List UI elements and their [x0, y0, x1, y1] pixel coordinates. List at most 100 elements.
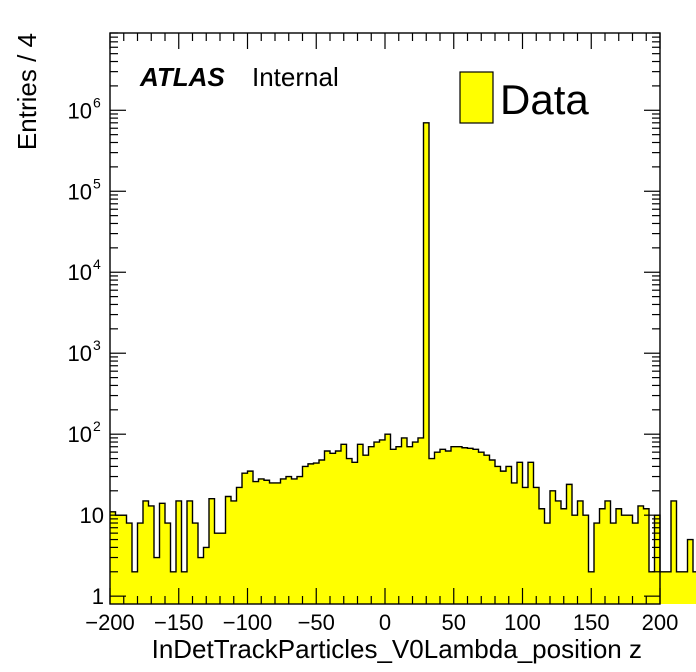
- legend-swatch-data: [459, 71, 494, 124]
- histogram-bar: [308, 463, 314, 604]
- histogram-bar: [583, 515, 589, 604]
- y-tick-label: 10: [68, 179, 92, 204]
- histogram-bar: [473, 449, 479, 604]
- histogram-bar: [594, 523, 600, 604]
- histogram-bar: [341, 444, 347, 604]
- histogram-bar: [357, 444, 364, 604]
- histogram-bar: [429, 458, 435, 604]
- histogram-bar: [203, 547, 210, 604]
- y-tick-label-exponent: 2: [93, 418, 101, 434]
- histogram-bar: [148, 505, 155, 604]
- histogram-bar: [291, 478, 298, 604]
- histogram-bar: [605, 500, 611, 604]
- histogram-bar: [286, 476, 292, 604]
- histogram-bar: [242, 473, 248, 604]
- histogram-bars: [110, 122, 696, 605]
- histogram-bar: [170, 571, 177, 604]
- histogram-bar: [412, 442, 419, 604]
- histogram-outline: [110, 122, 696, 573]
- histogram-bar: [159, 503, 166, 604]
- histogram-bar: [434, 452, 441, 604]
- y-axis-ticks: [110, 32, 660, 597]
- histogram-bar: [165, 523, 171, 604]
- histogram-bar: [440, 449, 446, 604]
- x-tick-label: 0: [379, 610, 391, 635]
- histogram-bar: [456, 446, 463, 604]
- y-tick-label-exponent: 3: [93, 337, 101, 353]
- histogram-bar: [121, 515, 127, 604]
- histogram-bar: [418, 437, 424, 604]
- histogram-bar: [379, 439, 386, 604]
- x-axis-label: InDetTrackParticles_V0Lambda_position z: [152, 634, 642, 664]
- histogram-bar: [566, 484, 573, 604]
- histogram-bar: [478, 452, 485, 604]
- y-tick-label-exponent: 4: [93, 256, 101, 272]
- histogram-bar: [572, 515, 578, 604]
- histogram-bar: [231, 500, 237, 604]
- x-tick-label: 200: [642, 610, 679, 635]
- histogram-bar: [401, 437, 408, 604]
- histogram-bar: [154, 557, 160, 604]
- histogram-bar: [610, 523, 617, 604]
- histogram-bar: [374, 442, 380, 604]
- histogram-bar: [500, 471, 507, 604]
- x-axis-tick-labels: −200 −150 −100 −50 0 50 100 150 200: [85, 610, 678, 635]
- histogram-bar: [649, 571, 655, 604]
- histogram-bar: [385, 434, 391, 604]
- histogram-bar: [599, 508, 606, 604]
- histogram-bar: [302, 466, 309, 604]
- histogram-bar: [247, 471, 254, 604]
- histogram-bar: [176, 500, 182, 604]
- histogram-bar: [214, 533, 221, 604]
- histogram-bar: [506, 466, 512, 604]
- histogram-bar: [253, 481, 259, 604]
- histogram-bar: [462, 447, 468, 604]
- histogram-bar: [187, 500, 193, 604]
- histogram-bar: [522, 487, 529, 604]
- histogram-bar: [236, 487, 243, 604]
- histogram-bar: [627, 515, 633, 604]
- histogram-bar: [143, 500, 149, 604]
- histogram-bar: [577, 500, 584, 604]
- histogram-bar: [137, 523, 144, 604]
- histogram-bar: [313, 463, 320, 604]
- histogram-bar: [550, 490, 556, 604]
- histogram-bar: [632, 523, 639, 604]
- histogram-bar: [643, 508, 650, 604]
- histogram-bar: [495, 466, 501, 604]
- histogram-bar: [192, 523, 199, 604]
- histogram-bar: [352, 462, 358, 604]
- histogram-bar: [423, 122, 430, 605]
- histogram-bar: [484, 455, 490, 604]
- histogram-bar: [687, 539, 694, 604]
- histogram-bar: [396, 446, 402, 604]
- histogram-bar: [654, 515, 661, 604]
- histogram-bar: [682, 571, 688, 604]
- atlas-internal-label: Internal: [252, 62, 339, 92]
- y-tick-label: 10: [68, 341, 92, 366]
- histogram-bar: [390, 449, 397, 604]
- histogram-bar: [588, 571, 595, 604]
- histogram-bar: [693, 571, 696, 604]
- legend-label-data: Data: [500, 76, 589, 123]
- histogram-bar: [181, 571, 188, 604]
- atlas-label: ATLAS: [139, 62, 225, 92]
- y-tick-label: 10: [68, 422, 92, 447]
- histogram-bar: [407, 446, 413, 604]
- histogram-bar: [665, 571, 672, 604]
- histogram-bar: [533, 487, 540, 604]
- histogram-bar: [511, 482, 518, 604]
- x-tick-label: 150: [573, 610, 610, 635]
- histogram-bar: [671, 500, 677, 604]
- histogram-bar: [280, 478, 287, 604]
- histogram-bar: [539, 508, 545, 604]
- histogram-bar: [616, 508, 622, 604]
- histogram-bar: [638, 505, 644, 604]
- histogram-bar: [297, 476, 303, 604]
- histogram-bar: [451, 446, 457, 604]
- histogram-bar: [445, 451, 452, 604]
- histogram-bar: [660, 571, 666, 604]
- y-tick-label: 1: [92, 584, 104, 609]
- y-tick-label: 10: [68, 98, 92, 123]
